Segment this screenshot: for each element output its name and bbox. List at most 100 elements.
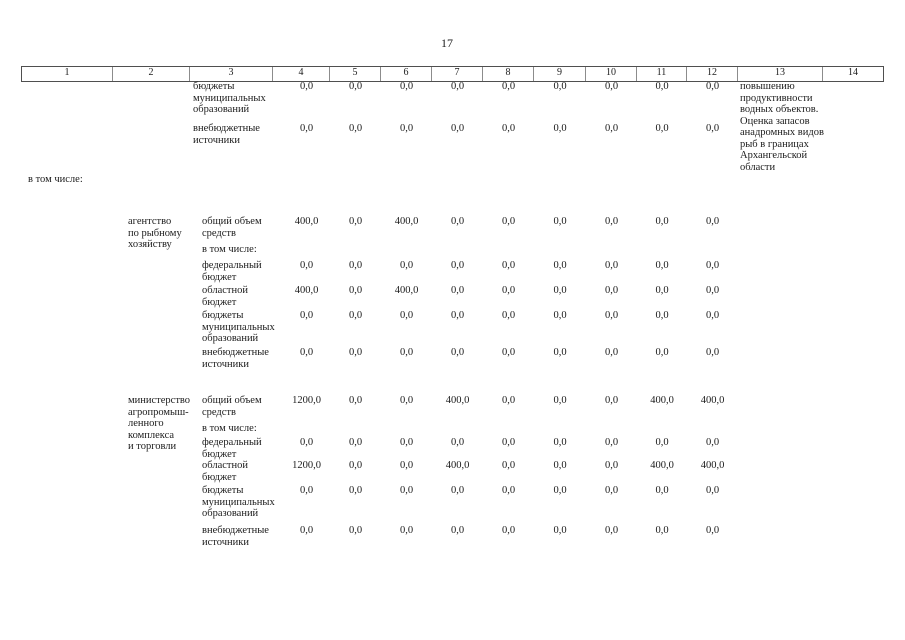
value-cell-col7-line: 400,0 (445, 395, 470, 406)
value-cell-col5: 0,0 (330, 437, 381, 449)
value-cell-col11: 0,0 (637, 347, 687, 359)
value-cell-col8: 0,0 (483, 123, 534, 135)
column-number-3: 3 (190, 67, 273, 81)
task-note-line: продуктивности (740, 92, 813, 104)
funding-source-label: областной бюджет (202, 285, 294, 308)
task-note-line: повышению (740, 81, 795, 92)
value-cell-col12-line: 0,0 (705, 216, 720, 227)
value-cell-col9: 0,0 (534, 310, 586, 322)
value-cell-col9-line: 0,0 (553, 460, 567, 471)
value-cell-col4-line: 1200,0 (292, 460, 321, 471)
funding-source-label: внебюджетные источники (202, 525, 294, 548)
column-number-10: 10 (586, 67, 637, 81)
funding-source-label: бюджеты муниципальных образований (193, 81, 285, 116)
value-cell-col8: 0,0 (483, 437, 534, 449)
value-cell-col4-line: 400,0 (294, 216, 319, 227)
value-cell-col8-line: 0,0 (501, 260, 516, 271)
column-number-1: 1 (22, 67, 113, 81)
value-cell-col8-line: 0,0 (501, 437, 516, 448)
value-cell-col10: 0,0 (586, 285, 637, 297)
value-cell-col7: 0,0 (432, 310, 483, 322)
value-cell-col12: 0,0 (687, 285, 738, 297)
funding-source-label-line: внебюджетные (202, 347, 269, 358)
value-cell-col10-line: 0,0 (604, 260, 619, 271)
executor-label-line: хозяйству (128, 239, 172, 250)
column-number-11: 11 (637, 67, 687, 81)
value-cell-col12: 0,0 (687, 485, 738, 497)
funding-source-label-line: муниципальных (202, 496, 275, 508)
value-cell-col5-line: 0,0 (348, 260, 363, 271)
executor-label: министерство агропромыш-ленного комплекса и… (128, 395, 216, 453)
funding-source-label-line: бюджеты (202, 485, 244, 496)
value-cell-col9-line: 0,0 (553, 525, 567, 536)
value-cell-col9-line: 0,0 (553, 347, 567, 358)
task-note-line: Оценка запасов (740, 115, 810, 127)
value-cell-col4-line: 0,0 (299, 123, 314, 134)
value-cell-col12-line: 0,0 (705, 260, 720, 271)
value-cell-col4: 0,0 (281, 437, 332, 449)
funding-source-label: в том числе: (202, 423, 294, 435)
funding-source-label: федеральный бюджет (202, 437, 294, 460)
value-cell-col11: 400,0 (637, 395, 687, 407)
value-cell-col11-line: 0,0 (655, 260, 669, 271)
value-cell-col7: 0,0 (432, 123, 483, 135)
executor-label-line: агентство (128, 216, 172, 227)
task-note-line: анадромных видов (740, 127, 824, 138)
value-cell-col12-line: 400,0 (700, 395, 725, 406)
value-cell-col4: 400,0 (281, 216, 332, 228)
value-cell-col5-line: 0,0 (348, 310, 363, 321)
value-cell-col9: 0,0 (534, 216, 586, 228)
column-number-8: 8 (483, 67, 534, 81)
value-cell-col7: 0,0 (432, 81, 483, 93)
value-cell-col6: 400,0 (381, 285, 432, 297)
value-cell-col8-line: 0,0 (501, 525, 516, 536)
value-cell-col5-line: 0,0 (348, 81, 363, 92)
value-cell-col10-line: 0,0 (604, 460, 619, 471)
value-cell-col10: 0,0 (586, 81, 637, 93)
value-cell-col12: 0,0 (687, 310, 738, 322)
value-cell-col10: 0,0 (586, 395, 637, 407)
funding-source-label-line: средств (202, 406, 236, 418)
value-cell-col9: 0,0 (534, 347, 586, 359)
value-cell-col5-line: 0,0 (348, 347, 363, 358)
task-note-line: рыб в границах (740, 138, 809, 150)
value-cell-col4: 0,0 (281, 525, 332, 537)
value-cell-col8-line: 0,0 (501, 285, 516, 296)
value-cell-col5: 0,0 (330, 285, 381, 297)
value-cell-col11-line: 0,0 (655, 437, 669, 448)
value-cell-col10-line: 0,0 (604, 437, 619, 448)
value-cell-col6-line: 0,0 (399, 437, 414, 448)
value-cell-col12: 0,0 (687, 81, 738, 93)
funding-source-label-line: образований (202, 508, 259, 519)
value-cell-col8: 0,0 (483, 310, 534, 322)
column-number-9: 9 (534, 67, 586, 81)
value-cell-col5: 0,0 (330, 460, 381, 472)
funding-source-label: внебюджетные источники (193, 123, 285, 146)
value-cell-col8: 0,0 (483, 395, 534, 407)
value-cell-col9-line: 0,0 (553, 395, 567, 406)
value-cell-col6-line: 0,0 (399, 485, 414, 496)
value-cell-col10: 0,0 (586, 437, 637, 449)
value-cell-col12-line: 0,0 (705, 81, 720, 92)
value-cell-col9: 0,0 (534, 437, 586, 449)
value-cell-col11-line: 0,0 (655, 216, 669, 227)
column-number-5: 5 (330, 67, 381, 81)
value-cell-col11: 0,0 (637, 525, 687, 537)
page-number: 17 (441, 36, 453, 50)
value-cell-col5: 0,0 (330, 123, 381, 135)
executor-label-line: комплекса (128, 429, 175, 441)
value-cell-col11-line: 0,0 (655, 525, 669, 536)
value-cell-col6-line: 400,0 (394, 285, 419, 296)
value-cell-col5-line: 0,0 (348, 395, 363, 406)
value-cell-col4-line: 0,0 (299, 260, 314, 271)
value-cell-col7-line: 0,0 (450, 437, 465, 448)
value-cell-col10: 0,0 (586, 485, 637, 497)
value-cell-col4: 1200,0 (281, 460, 332, 472)
value-cell-col8-line: 0,0 (501, 310, 516, 321)
value-cell-col10-line: 0,0 (604, 81, 619, 92)
value-cell-col11: 0,0 (637, 437, 687, 449)
value-cell-col12-line: 0,0 (705, 347, 720, 358)
value-cell-col6: 0,0 (381, 460, 432, 472)
value-cell-col7: 0,0 (432, 437, 483, 449)
